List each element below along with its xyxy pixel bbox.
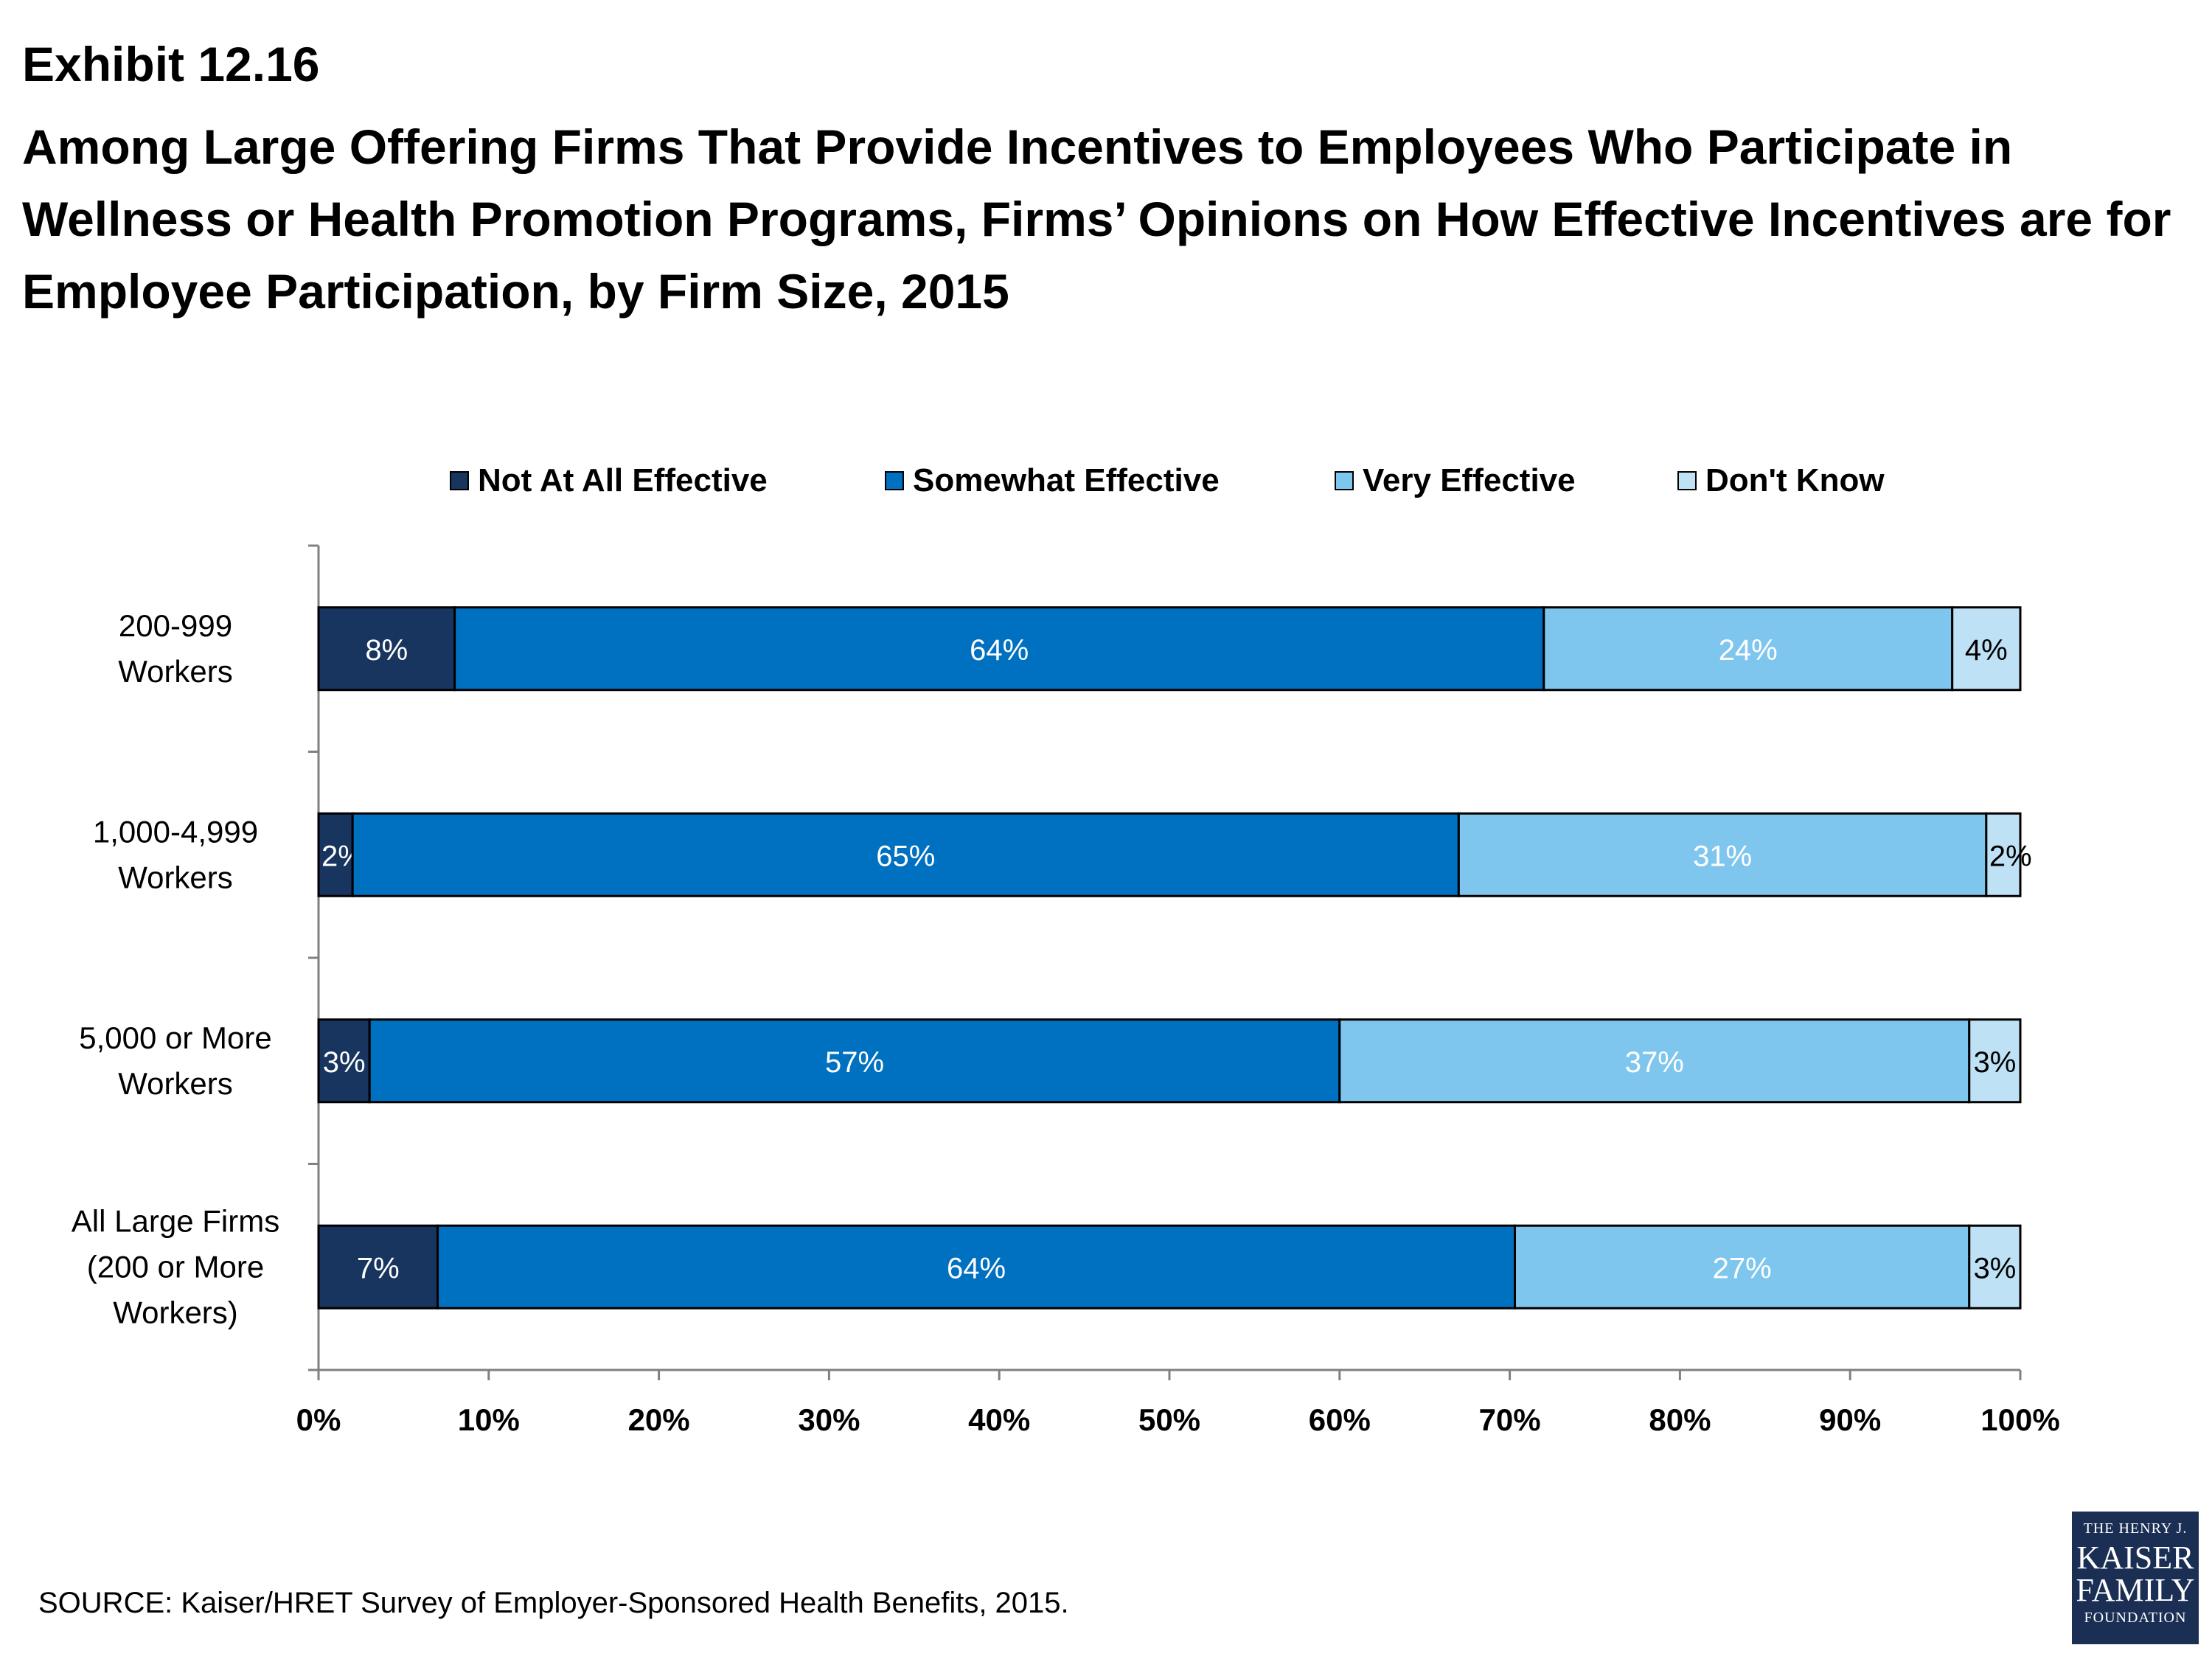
legend-label: Very Effective [1363,462,1576,498]
category-label: 1,000-4,999 [93,814,258,849]
category-label: (200 or More [87,1249,264,1284]
x-tick-label: 0% [296,1402,341,1437]
data-label: 3% [1973,1046,2016,1079]
data-label: 3% [1973,1252,2016,1284]
x-tick-label: 60% [1309,1402,1371,1437]
legend-label: Somewhat Effective [913,462,1220,498]
bar-segment [1968,1018,2022,1104]
bar-segment [368,1018,1341,1104]
bar-segment [317,606,456,692]
x-tick-label: 100% [1980,1402,2059,1437]
bar-segment [1985,812,2022,897]
category-label: 5,000 or More [79,1020,271,1055]
legend-item-dont-know: Don't Know [1677,459,1885,503]
logo-line: FAMILY [2076,1572,2195,1608]
bar-segment [1968,1224,2022,1310]
category-label: All Large Firms [72,1203,279,1238]
x-tick-label: 30% [798,1402,860,1437]
bar-segment [453,606,1545,692]
logo-line: THE HENRY J. [2083,1520,2188,1537]
x-tick-label: 90% [1819,1402,1881,1437]
category-label: Workers [118,1066,233,1101]
category-label: 200-999 [119,608,232,643]
bar-segment [317,1224,439,1310]
chart-title: Among Large Offering Firms That Provide … [22,119,2171,319]
exhibit-number: Exhibit 12.16 [22,37,320,91]
legend-swatch-dont-know [1677,471,1697,490]
data-label: 27% [1713,1252,1772,1284]
data-label: 64% [947,1252,1006,1284]
x-tick-label: 10% [458,1402,520,1437]
data-label: 64% [970,634,1029,667]
data-label: 3% [323,1046,366,1079]
data-label: 2% [1989,840,2032,872]
legend-item-somewhat-effective: Somewhat Effective [885,459,1220,503]
legend-item-very-effective: Very Effective [1335,459,1576,503]
legend-label: Don't Know [1705,462,1885,498]
kff-logo: THE HENRY J. KAISER FAMILY FOUNDATION [2072,1512,2199,1644]
bar-segment [1514,1224,1971,1310]
data-label: 7% [357,1252,400,1284]
x-tick-label: 80% [1649,1402,1711,1437]
data-label: 24% [1719,634,1778,667]
logo-line: FOUNDATION [2084,1610,2187,1626]
logo-line: KAISER [2076,1540,2194,1576]
legend: Not At All Effective Somewhat Effective … [0,459,2212,503]
bar-segment [437,1224,1517,1310]
data-label: 37% [1625,1046,1684,1079]
bar-segment [1543,606,1954,692]
bar-segment [1951,606,2022,692]
data-label: 57% [825,1046,884,1079]
data-label: 8% [365,634,408,667]
x-tick-label: 20% [628,1402,690,1437]
legend-item-not-at-all-effective: Not At All Effective [450,459,768,503]
x-tick-label: 70% [1479,1402,1541,1437]
data-label: 65% [876,840,935,872]
legend-swatch-not-at-all [450,471,469,490]
x-tick-label: 40% [968,1402,1030,1437]
data-label: 4% [1965,634,2008,667]
data-label: 31% [1693,840,1752,872]
category-label: Workers [118,654,233,689]
bar-segment [1338,1018,1971,1104]
source-note: SOURCE: Kaiser/HRET Survey of Employer-S… [38,1587,1069,1619]
x-tick-label: 50% [1138,1402,1200,1437]
legend-swatch-somewhat [885,471,904,490]
category-label: Workers) [113,1295,238,1329]
legend-label: Not At All Effective [478,462,768,498]
bar-segment [317,812,354,897]
category-label: Workers [118,860,233,894]
legend-swatch-very [1335,471,1354,490]
